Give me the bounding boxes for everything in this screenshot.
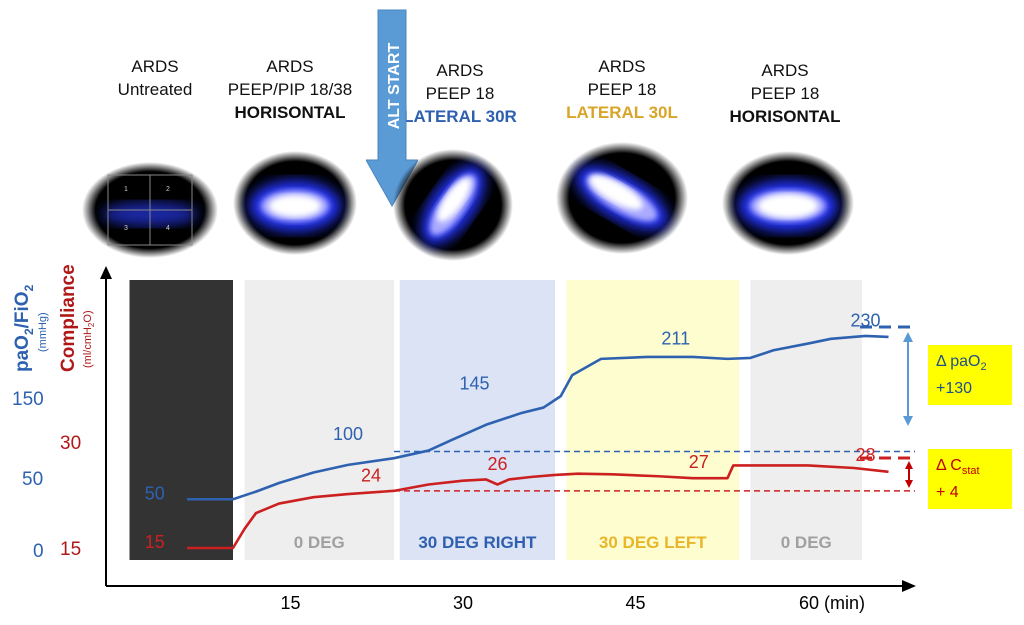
phase-label-3: 30 DEG LEFT — [599, 533, 707, 552]
x-tick-label-1: 30 — [453, 593, 473, 613]
quadrant-1-label: 1 — [124, 186, 128, 193]
alt-start-arrow: ALT START — [366, 9, 418, 208]
x-tick-label-2: 45 — [625, 593, 645, 613]
eit-scan-lateral-30r — [393, 149, 513, 261]
header-horisontal-2: ARDS PEEP 18 HORISONTAL — [729, 59, 840, 128]
compliance-delta-arrow-up — [905, 461, 913, 469]
data-label-1-3: 27 — [689, 452, 709, 472]
phase-band-4 — [750, 280, 862, 560]
phase-band-0 — [129, 280, 233, 560]
header-position: LATERAL 30L — [566, 103, 678, 122]
pao2-delta-arrow-up — [903, 332, 913, 342]
pao2-delta-callout: Δ paO2 +130 — [928, 345, 1012, 406]
header-line1: ARDS — [761, 61, 809, 80]
compliance-tick-15: 15 — [60, 539, 82, 560]
quadrant-4-label: 4 — [166, 225, 170, 232]
pao2-tick-0: 0 — [33, 541, 44, 562]
data-label-1-4: 28 — [855, 445, 875, 465]
compliance-delta-text: Δ C — [936, 457, 962, 474]
quadrant-2-label: 2 — [166, 186, 170, 193]
eit-scan-lateral-30l — [556, 142, 688, 254]
x-tick-label-0: 15 — [280, 593, 300, 613]
pao2-delta-value: +130 — [936, 380, 973, 398]
header-line2: PEEP 18 — [750, 84, 820, 103]
data-label-1-0: 15 — [145, 532, 165, 552]
eit-scan-horisontal-2 — [722, 151, 854, 255]
phase-band-1 — [244, 280, 394, 560]
phase-band-2 — [399, 280, 555, 560]
header-line2: Untreated — [117, 80, 193, 99]
pao2-delta-arrow-down — [903, 416, 913, 426]
header-line1: ARDS — [266, 57, 314, 76]
pao2-tick-50: 50 — [22, 469, 44, 490]
pao2-tick-150: 150 — [12, 389, 44, 410]
pao2-delta-sub: 2 — [980, 361, 987, 374]
pao2-delta-text: Δ paO — [936, 353, 981, 370]
compliance-delta-callout: Δ Cstat + 4 — [928, 449, 1012, 510]
alt-start-label: ALT START — [386, 43, 403, 130]
eit-scan-untreated: 1 2 3 4 — [82, 162, 218, 258]
data-label-0-1: 100 — [333, 424, 363, 444]
x-axis-arrowhead — [902, 580, 916, 592]
eit-scan-horisontal-1 — [233, 151, 357, 255]
header-line1: ARDS — [598, 57, 646, 76]
header-line1: ARDS — [131, 57, 179, 76]
compliance-delta-arrow-down — [905, 480, 913, 488]
data-label-1-2: 26 — [487, 454, 507, 474]
phase-label-1: 0 DEG — [294, 533, 345, 552]
y-axis-arrowhead — [100, 266, 112, 279]
header-untreated: ARDS Untreated — [118, 55, 193, 101]
x-tick-label-3: 60 (min) — [799, 593, 865, 613]
header-position: LATERAL 30R — [403, 107, 517, 126]
series-line-0 — [187, 334, 889, 501]
header-lateral-30r: ARDS PEEP 18 LATERAL 30R — [403, 59, 517, 128]
phase-label-2: 30 DEG RIGHT — [418, 533, 537, 552]
header-line2: PEEP 18 — [587, 80, 657, 99]
header-lateral-30l: ARDS PEEP 18 LATERAL 30L — [566, 55, 678, 124]
data-label-0-2: 145 — [459, 373, 489, 393]
data-label-0-0: 50 — [145, 483, 165, 503]
phase-label-4: 0 DEG — [781, 533, 832, 552]
compliance-delta-sub: stat — [961, 465, 980, 478]
quadrant-3-label: 3 — [124, 225, 128, 232]
header-line1: ARDS — [436, 61, 484, 80]
phase-band-3 — [566, 280, 739, 560]
header-position: HORISONTAL — [234, 103, 346, 122]
header-position: HORISONTAL — [729, 107, 841, 126]
header-line2: PEEP/PIP 18/38 — [227, 80, 353, 99]
data-label-0-3: 211 — [661, 329, 690, 349]
header-line2: PEEP 18 — [425, 84, 495, 103]
series-line-1 — [187, 464, 889, 550]
compliance-delta-value: + 4 — [936, 484, 959, 502]
header-horisontal-1: ARDS PEEP/PIP 18/38 HORISONTAL — [228, 55, 352, 124]
compliance-tick-30: 30 — [60, 433, 82, 454]
data-label-0-4: 230 — [850, 310, 880, 330]
data-label-1-1: 24 — [361, 465, 381, 485]
